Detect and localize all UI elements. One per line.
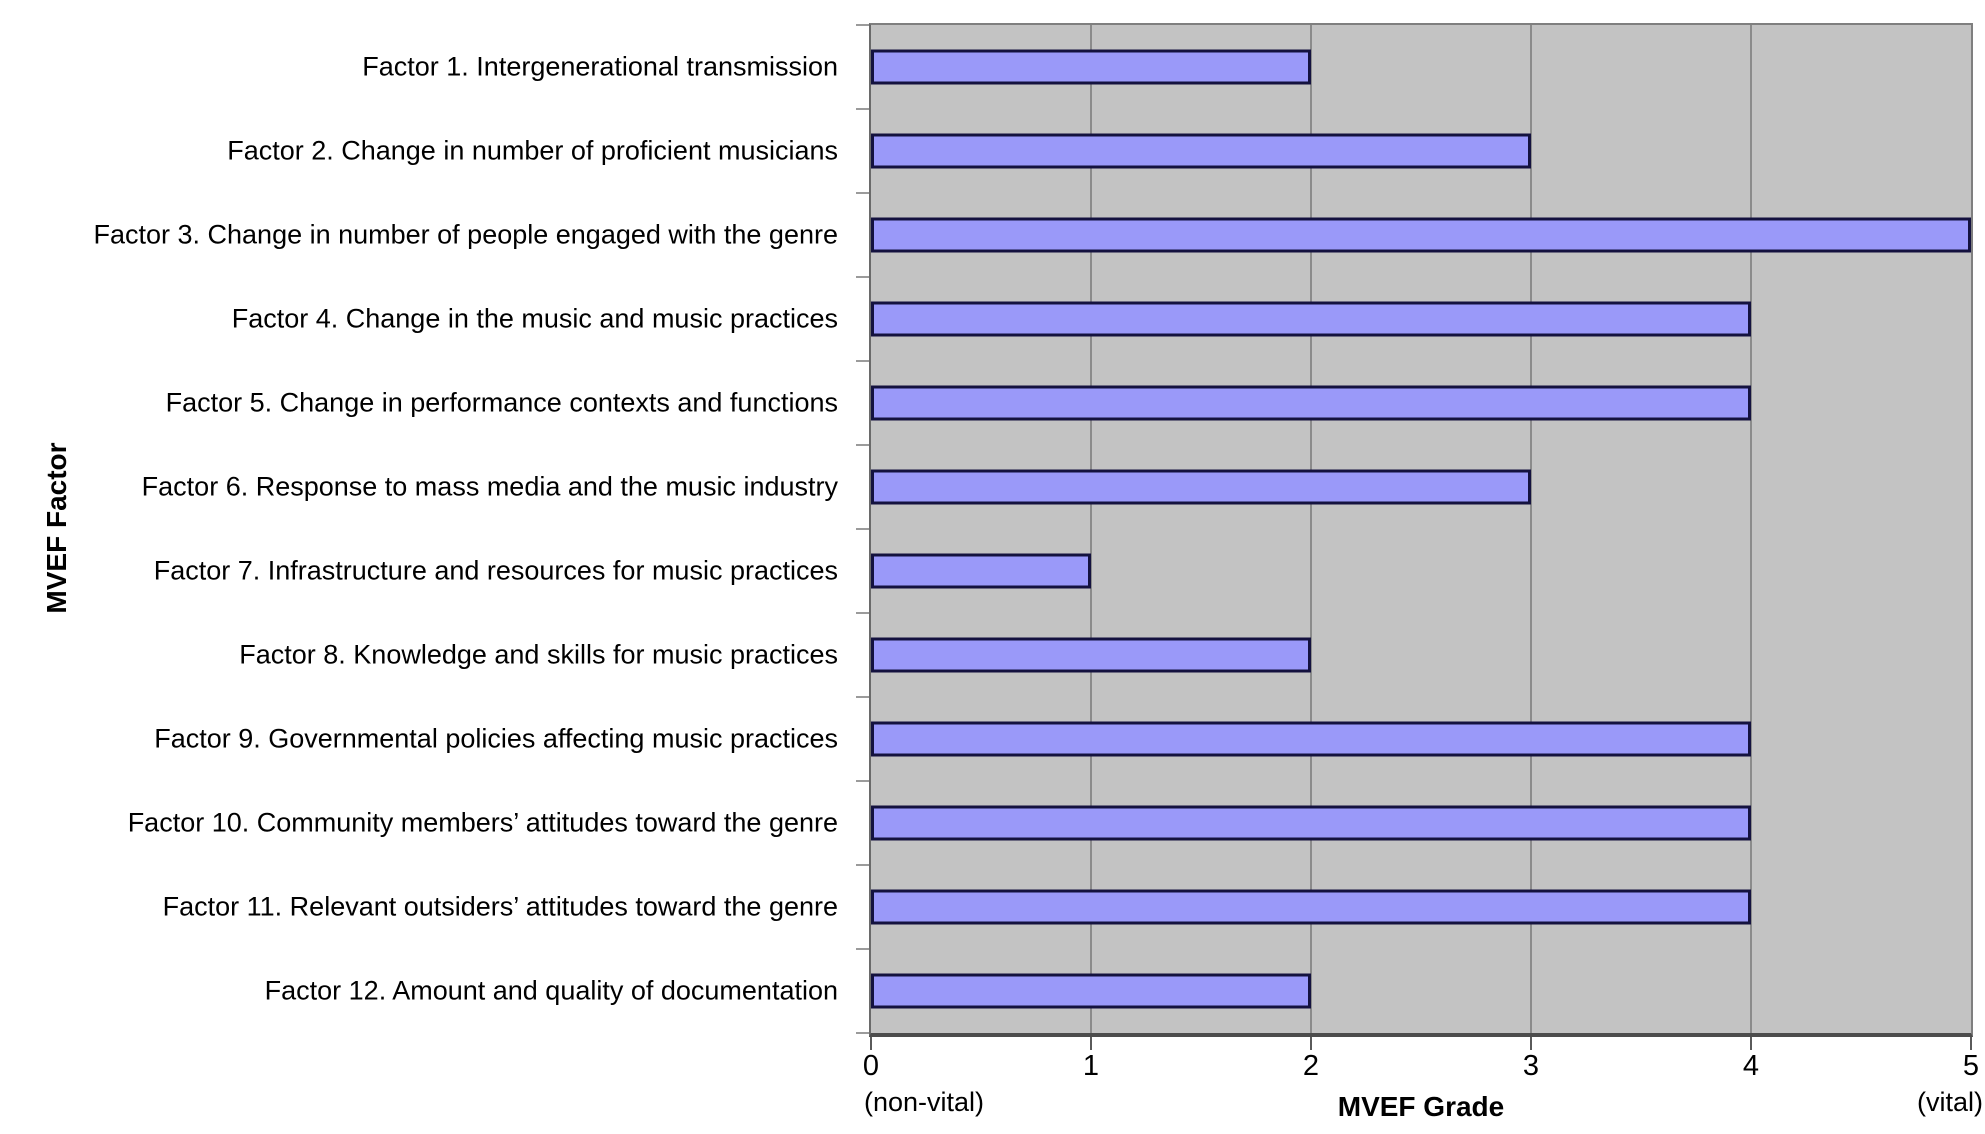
bar-factor-2 [871,133,1531,169]
x-axis-annotation-vital: (vital) [1917,1087,1983,1117]
y-axis-tick-mark [856,276,869,278]
y-axis-tick-mark [856,528,869,530]
bar-factor-8 [871,637,1311,673]
x-tick-mark-2 [1310,1037,1312,1050]
category-labels: Factor 1. Intergenerational transmission… [0,0,838,1134]
bar-factor-7 [871,553,1091,589]
x-tick-mark-4 [1750,1037,1752,1050]
category-label-factor-9: Factor 9. Governmental policies affectin… [154,723,838,754]
plot-area [869,23,1973,1037]
category-label-factor-11: Factor 11. Relevant outsiders’ attitudes… [162,891,838,922]
gridline-4 [1750,25,1752,1033]
bar-factor-10 [871,805,1751,841]
bar-factor-3 [871,217,1971,253]
category-label-factor-8: Factor 8. Knowledge and skills for music… [239,639,838,670]
x-axis-annotation-non-vital: (non-vital) [864,1087,985,1117]
y-axis-tick-mark [856,444,869,446]
category-label-factor-1: Factor 1. Intergenerational transmission [362,51,838,82]
category-label-factor-3: Factor 3. Change in number of people eng… [93,219,838,250]
x-tick-label-0: 0 [862,1050,880,1082]
x-tick-label-3: 3 [1522,1050,1540,1082]
y-axis-tick-mark [856,864,869,866]
y-axis-tick-mark [856,696,869,698]
x-tick-label-5: 5 [1962,1050,1980,1082]
x-tick-mark-3 [1530,1037,1532,1050]
x-tick-label-4: 4 [1742,1050,1760,1082]
category-label-factor-4: Factor 4. Change in the music and music … [231,303,838,334]
x-tick-label-1: 1 [1082,1050,1100,1082]
x-axis-title: MVEF Grade [1337,1091,1505,1122]
bar-factor-4 [871,301,1751,337]
y-axis-tick-mark [856,192,869,194]
category-label-factor-12: Factor 12. Amount and quality of documen… [264,975,838,1006]
x-tick-label-2: 2 [1302,1050,1320,1082]
y-axis-tick-mark [856,108,869,110]
y-axis-tick-mark [856,24,869,26]
gridline-2 [1310,25,1312,1033]
bar-factor-5 [871,385,1751,421]
gridline-1 [1090,25,1092,1033]
y-axis-tick-mark [856,780,869,782]
category-label-factor-10: Factor 10. Community members’ attitudes … [127,807,838,838]
category-label-factor-2: Factor 2. Change in number of proficient… [227,135,838,166]
category-label-factor-5: Factor 5. Change in performance contexts… [165,387,838,418]
bar-factor-11 [871,889,1751,925]
x-tick-mark-0 [870,1037,872,1050]
x-tick-mark-1 [1090,1037,1092,1050]
x-tick-mark-5 [1970,1037,1972,1050]
y-axis-tick-mark [856,1032,869,1034]
y-axis-tick-mark [856,612,869,614]
bar-factor-1 [871,49,1311,85]
category-label-factor-7: Factor 7. Infrastructure and resources f… [153,555,838,586]
category-label-factor-6: Factor 6. Response to mass media and the… [141,471,838,502]
y-axis-tick-mark [856,948,869,950]
bar-factor-6 [871,469,1531,505]
gridline-3 [1530,25,1532,1033]
bar-factor-12 [871,973,1311,1009]
y-axis-tick-mark [856,360,869,362]
bar-factor-9 [871,721,1751,757]
